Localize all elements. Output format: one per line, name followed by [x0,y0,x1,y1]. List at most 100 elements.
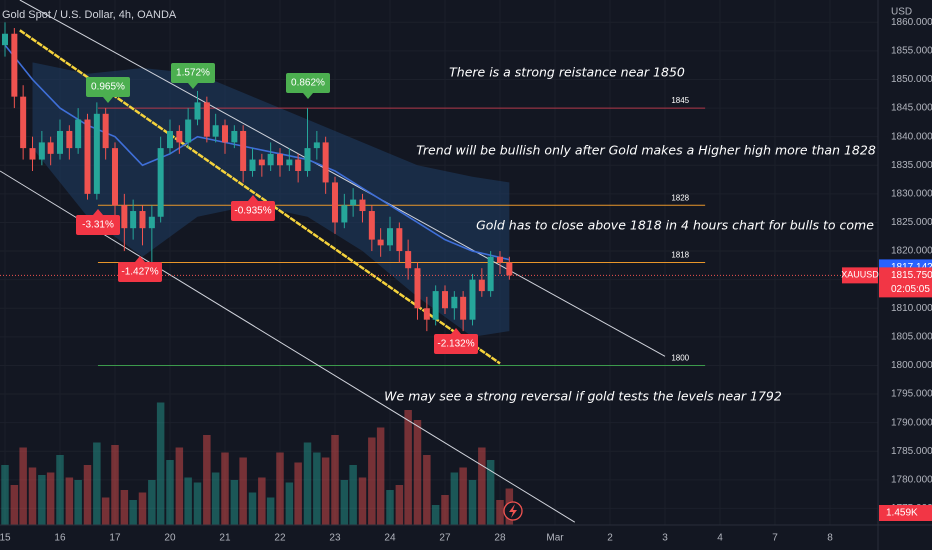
volume-bar [368,437,376,525]
volume-bar [340,480,349,525]
volume-bar [459,467,467,525]
volume-bar [239,457,247,525]
y-tick-label: 1835.000 [891,160,932,171]
volume-bar [303,442,312,525]
y-tick-label: 1825.000 [891,217,932,228]
candle-body [1,33,8,46]
x-tick-label: 3 [662,533,668,544]
candle-body [460,296,467,320]
volume-bar [156,402,165,525]
label-text: 0.965% [91,82,125,93]
x-tick-label: 21 [219,533,231,544]
symbol-tag [842,267,878,284]
label-box [286,73,330,93]
label-pointer [303,93,313,99]
replay-icon[interactable] [503,501,523,521]
change-label: 0.965% [86,77,130,103]
change-label: -0.935% [231,195,275,221]
candle-body [221,125,228,143]
x-tick-label: 23 [329,533,341,544]
volume-bar [230,480,239,525]
volume-bar [321,457,330,525]
label-text: 0.862% [291,78,325,89]
plot: 1845 1828 1818 1800 [0,0,878,525]
change-label: -2.132% [434,328,478,354]
candle-body [249,159,256,171]
volume-bar [19,447,27,525]
volume-bar [46,472,55,525]
volume-bar [431,505,440,525]
note: Trend will be bullish only after Gold ma… [416,143,876,158]
label-box [434,334,478,354]
label-pointer [103,97,113,103]
candle-body [368,211,375,240]
volume-bar [93,442,101,525]
axes: 1775.0001780.0001785.0001790.0001795.000… [0,17,932,544]
volume-bar [10,485,19,525]
x-tick-label: 20 [164,533,176,544]
label-pointer [188,83,198,89]
candle-body [506,262,513,276]
label-box [86,77,130,97]
volume-bar [376,427,385,525]
volume-bar [193,482,202,525]
label-text: -2.132% [437,339,474,350]
volume-bar [56,455,64,525]
candle-body [231,130,238,143]
level-label: 1800 [671,354,689,363]
volume-bar [423,455,431,525]
volume-bar [65,477,74,525]
candle-body [267,153,274,166]
band [32,62,510,337]
last-price-text: 1815.750 [891,270,932,281]
candle-body [441,291,448,309]
candle-body [130,211,137,229]
candle-body [451,296,458,309]
volume-bar [496,500,504,525]
y-tick-label: 1785.000 [891,446,932,457]
note: Gold has to close above 1818 in 4 hours … [476,218,874,233]
y-tick-label: 1810.000 [891,303,932,314]
x-tick-label: 28 [494,533,506,544]
volume-bar [258,477,266,525]
candle-body [47,142,54,154]
volume-bar [74,480,82,525]
candle-body [66,130,73,149]
candle-body [496,256,503,263]
candle-body [139,211,146,229]
candle-body [11,33,18,97]
level-label: 1845 [671,96,689,105]
candle-body [111,148,118,206]
volume-bar [450,472,459,525]
candle-body [322,142,329,183]
volume-bar [1,465,9,525]
candle-body [304,148,311,171]
y-tick-label: 1860.000 [891,17,932,28]
candle-body [176,130,183,143]
candle-body [286,159,293,166]
candle-body [377,239,384,246]
volume-bar [478,447,486,525]
candle-body [203,102,210,137]
label-pointer [451,328,461,334]
volume-bar [358,477,367,525]
label-pointer [93,209,103,215]
candle-body [295,159,302,171]
candle-body [194,102,201,120]
change-label: 0.862% [286,73,330,99]
volume-bar [404,410,412,525]
x-tick-label: 4 [717,533,723,544]
trendline [19,0,666,357]
candle-body [212,125,219,137]
label-box [76,215,120,235]
y-tick-label: 1850.000 [891,74,932,85]
candle-body [93,113,100,194]
label-pointer [135,256,145,262]
candle-body [258,159,265,166]
candle-body [423,308,430,320]
candle-body [276,153,283,166]
candle-body [157,148,164,217]
candle-body [56,130,63,154]
candle-body [84,119,91,194]
